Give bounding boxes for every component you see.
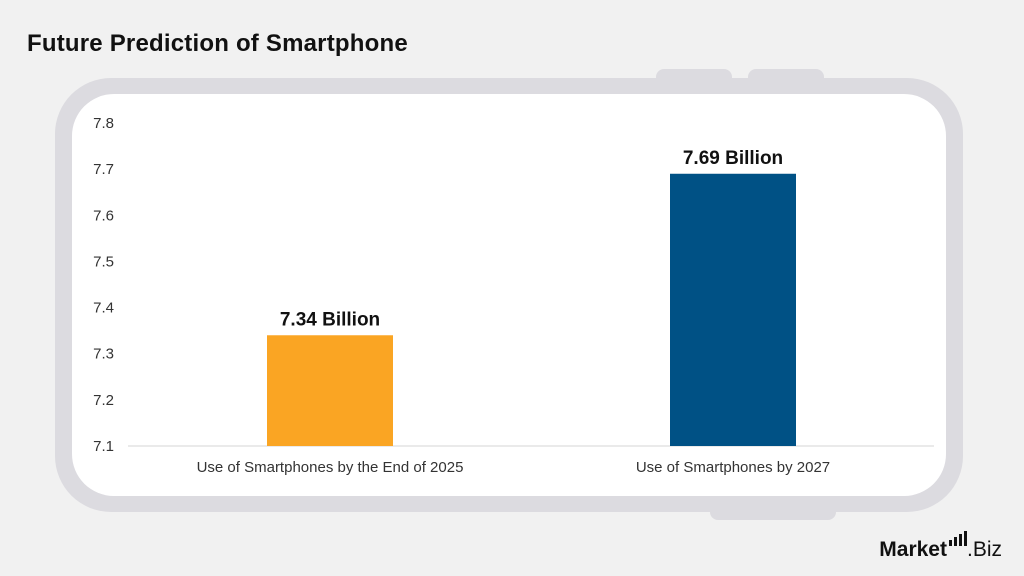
phone-screen [72, 94, 946, 496]
marketbiz-logo: Market .Biz [879, 531, 1002, 562]
logo-text-suffix: .Biz [966, 538, 1002, 561]
y-tick-label: 7.6 [93, 207, 114, 224]
bar-2 [670, 173, 796, 446]
y-tick-label: 7.3 [93, 346, 114, 363]
y-tick-label: 7.8 [93, 115, 114, 132]
bars [267, 173, 796, 446]
y-tick-label: 7.2 [93, 392, 114, 409]
y-tick-label: 7.1 [93, 438, 114, 455]
category-label-2: Use of Smartphones by 2027 [636, 459, 830, 476]
category-labels: Use of Smartphones by the End of 2025 Use… [197, 459, 831, 476]
y-tick-label: 7.5 [93, 253, 114, 270]
y-tick-label: 7.4 [93, 300, 114, 317]
logo-text-main: Market [879, 538, 947, 561]
bar-1-value-label: 7.34 Billion [280, 309, 380, 330]
y-tick-label: 7.7 [93, 161, 114, 178]
chart-title: Future Prediction of Smartphone [27, 30, 408, 57]
logo-bars-icon [948, 531, 967, 546]
bar-1 [267, 335, 393, 446]
y-axis-ticks: 7.1 7.2 7.3 7.4 7.5 7.6 7.7 7.8 [93, 115, 114, 455]
bar-2-value-label: 7.69 Billion [683, 148, 783, 169]
data-labels: 7.34 Billion 7.69 Billion [280, 148, 783, 331]
category-label-1: Use of Smartphones by the End of 2025 [197, 459, 464, 476]
